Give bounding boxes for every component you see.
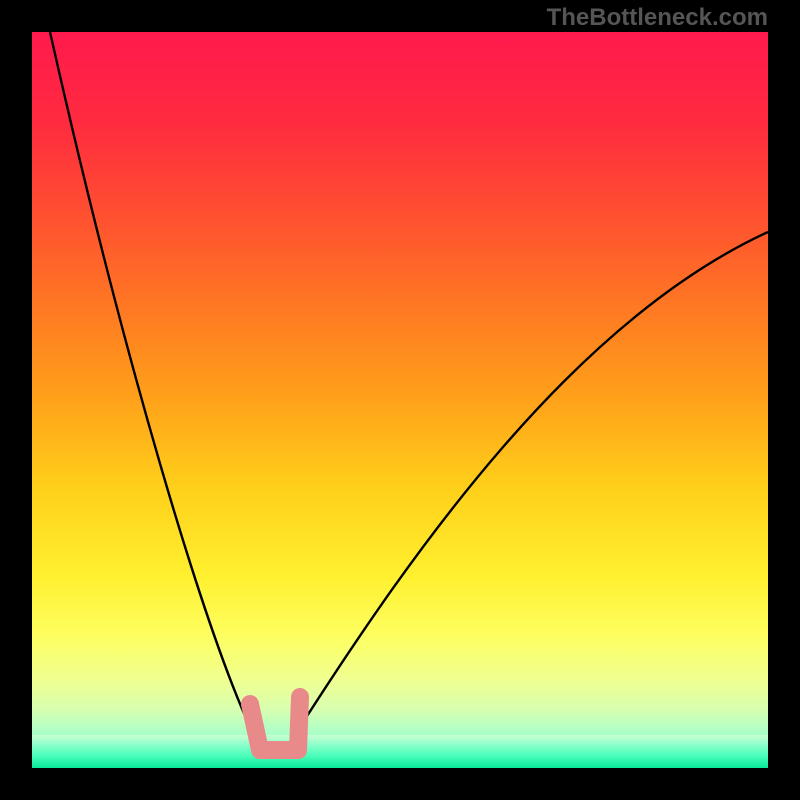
watermark-text: TheBottleneck.com	[547, 4, 768, 32]
pink-marker	[250, 697, 300, 750]
left-curve	[50, 32, 250, 727]
pink-right	[298, 697, 300, 750]
plot-area	[32, 32, 768, 768]
curve-layer	[32, 32, 768, 768]
right-curve	[300, 232, 768, 727]
figure-root: TheBottleneck.com	[0, 0, 800, 800]
